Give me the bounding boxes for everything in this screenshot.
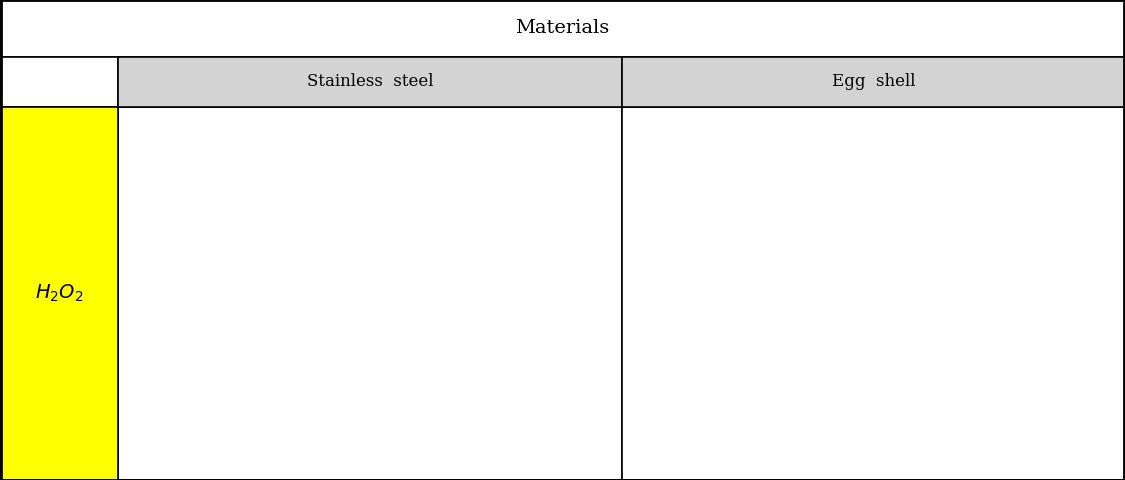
Y-axis label: log CFU/cm2: log CFU/cm2 <box>115 238 128 316</box>
Legend: Biotilm, Planktonic cell: Biotilm, Planktonic cell <box>1006 120 1116 151</box>
X-axis label: Hydrogen peroxide concentration: Hydrogen peroxide concentration <box>790 464 991 477</box>
X-axis label: Hydrogen peroxide concentration: Hydrogen peroxide concentration <box>286 464 487 477</box>
Text: Egg  shell: Egg shell <box>831 73 915 90</box>
Text: Materials: Materials <box>515 19 610 37</box>
Text: $H_2O_2$: $H_2O_2$ <box>35 283 83 304</box>
Text: Stainless  steel: Stainless steel <box>307 73 433 90</box>
Legend: Biofilm, Planktonic cell: Biofilm, Planktonic cell <box>503 120 612 151</box>
Y-axis label: log CFU/cm2: log CFU/cm2 <box>619 238 631 316</box>
